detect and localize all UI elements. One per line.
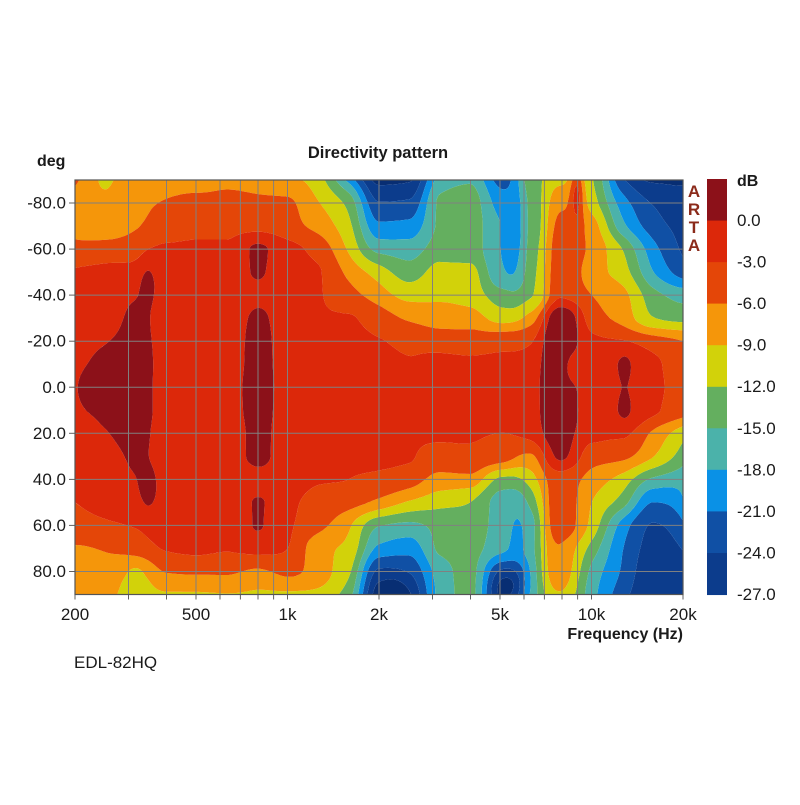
svg-text:-6.0: -6.0 [737,294,766,313]
svg-text:-24.0: -24.0 [737,544,776,563]
svg-text:-27.0: -27.0 [737,585,776,604]
svg-text:-15.0: -15.0 [737,419,776,438]
svg-text:1k: 1k [279,605,297,624]
svg-text:A: A [688,236,700,255]
svg-text:20k: 20k [669,605,697,624]
svg-text:10k: 10k [578,605,606,624]
svg-text:A: A [688,182,700,201]
svg-text:-40.0: -40.0 [27,286,66,305]
svg-text:-80.0: -80.0 [27,194,66,213]
svg-text:-21.0: -21.0 [737,502,776,521]
svg-text:20.0: 20.0 [33,424,66,443]
svg-text:EDL-82HQ: EDL-82HQ [74,653,157,672]
svg-text:R: R [688,200,700,219]
svg-text:-60.0: -60.0 [27,240,66,259]
svg-text:5k: 5k [491,605,509,624]
svg-text:-18.0: -18.0 [737,460,776,479]
svg-text:dB: dB [737,173,758,190]
svg-text:Directivity pattern: Directivity pattern [308,144,448,162]
svg-text:2k: 2k [370,605,388,624]
svg-text:deg: deg [37,153,65,170]
svg-text:200: 200 [61,605,89,624]
svg-text:-12.0: -12.0 [737,377,776,396]
svg-text:0.0: 0.0 [42,378,66,397]
svg-text:40.0: 40.0 [33,470,66,489]
svg-text:-3.0: -3.0 [737,253,766,272]
svg-text:60.0: 60.0 [33,516,66,535]
svg-text:-9.0: -9.0 [737,336,766,355]
svg-text:-20.0: -20.0 [27,332,66,351]
svg-text:80.0: 80.0 [33,562,66,581]
svg-text:Frequency (Hz): Frequency (Hz) [567,626,683,643]
svg-text:500: 500 [182,605,210,624]
svg-text:0.0: 0.0 [737,211,761,230]
svg-text:T: T [689,218,700,237]
